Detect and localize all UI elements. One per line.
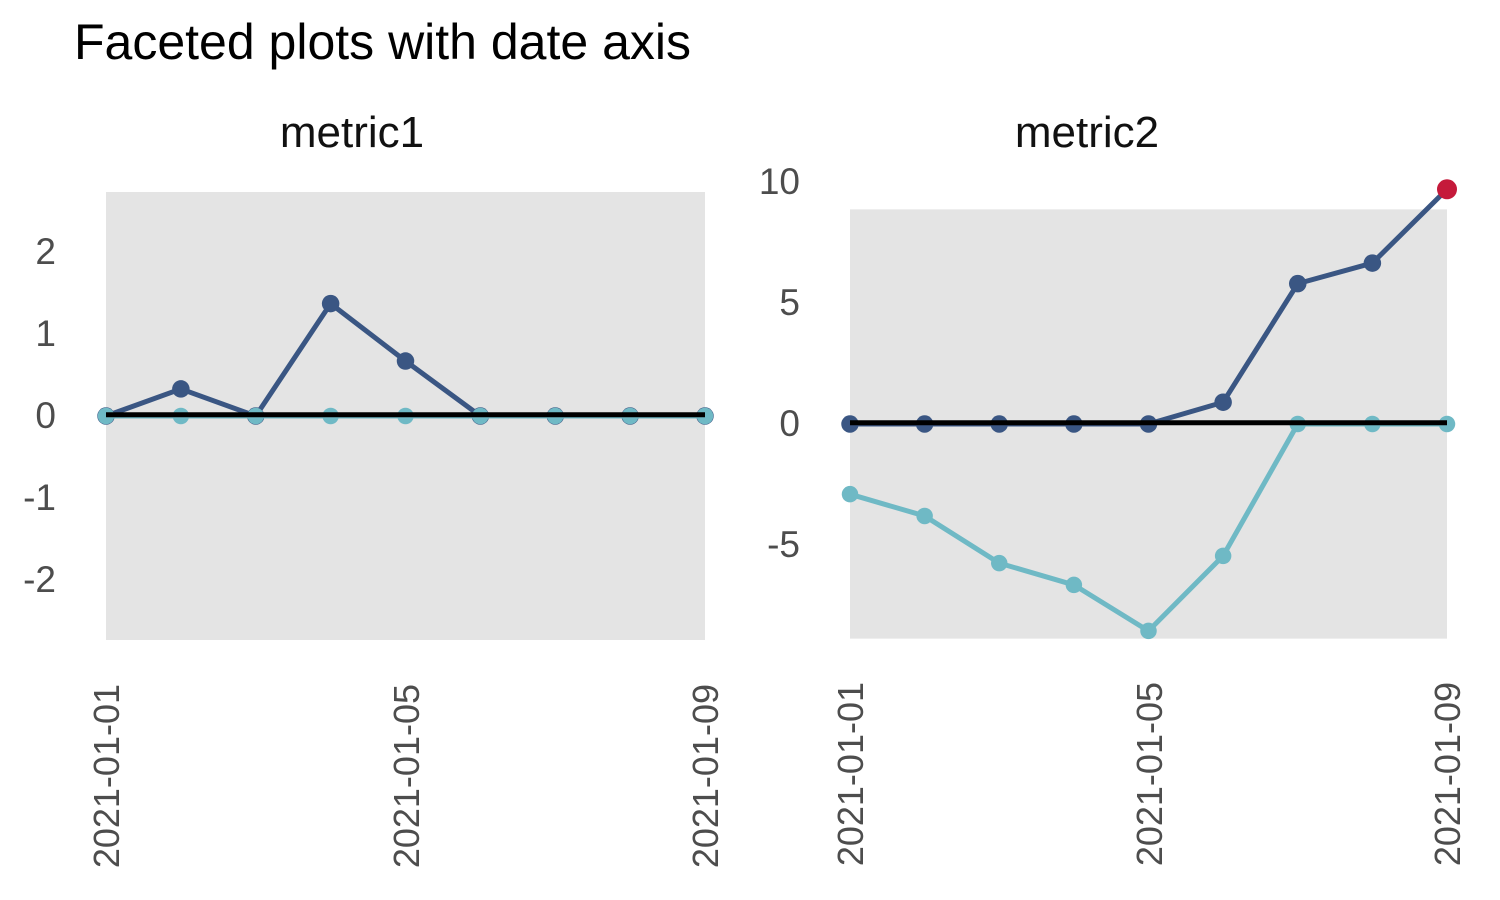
y-tick-label: 5 [779,282,800,323]
x-tick-label: 2021-01-05 [385,684,427,869]
y-tick-label: 0 [779,403,800,444]
facet-strip-metric2: metric2 [1014,108,1160,157]
x-tick-label: 2021-01-05 [1128,682,1170,867]
highlight-last-point [1437,179,1457,200]
navy-series-point [396,352,415,370]
teal-series-point [1214,547,1232,565]
y-tick-label: 0 [35,395,56,436]
teal-series-point [1140,622,1157,640]
y-tick-label: -5 [767,524,800,565]
y-tick-label: 1 [35,312,56,354]
y-tick-label: 10 [758,161,800,202]
y-tick-label: 2 [35,230,56,272]
navy-series-point [1363,254,1382,272]
facet-strip-metric1: metric1 [279,108,425,157]
x-tick-label: 2021-01-01 [86,684,127,869]
navy-series-point [1214,393,1232,411]
teal-series-point [841,485,859,503]
y-tick-label: -1 [23,477,56,519]
navy-series-point [321,294,340,313]
teal-series-point [1065,576,1083,594]
chart-title: Faceted plots with date axis [74,14,691,70]
navy-series-point [172,380,190,398]
y-tick-label: -2 [23,559,56,601]
x-tick-label: 2021-01-09 [1427,682,1468,867]
navy-series-point [1289,274,1307,293]
x-tick-label: 2021-01-09 [685,684,726,869]
x-tick-label: 2021-01-01 [830,682,871,867]
teal-series-point [991,554,1008,572]
teal-series-point [916,507,933,525]
